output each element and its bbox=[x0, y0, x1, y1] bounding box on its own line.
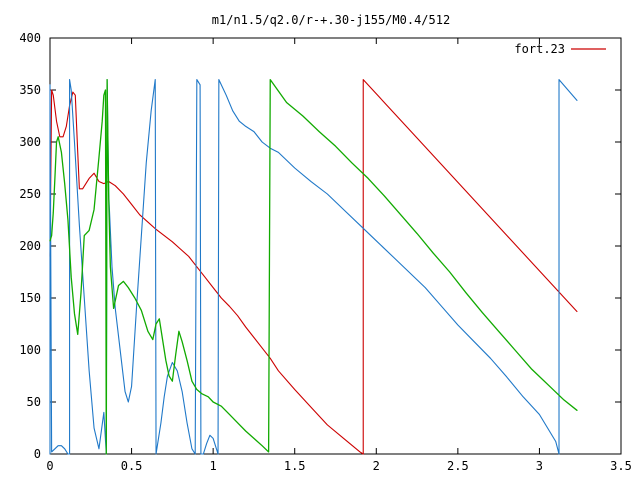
series-line-segment bbox=[49, 89, 364, 455]
series-layer bbox=[49, 78, 578, 455]
x-tick-label: 0.5 bbox=[121, 459, 143, 473]
y-tick-label: 150 bbox=[19, 291, 41, 305]
series-line-segment bbox=[362, 79, 578, 455]
y-tick-label: 250 bbox=[19, 187, 41, 201]
x-tick-label: 1.5 bbox=[284, 459, 306, 473]
y-tick-label: 350 bbox=[19, 83, 41, 97]
y-tick-label: 100 bbox=[19, 343, 41, 357]
y-tick-label: 300 bbox=[19, 135, 41, 149]
legend: fort.23 bbox=[514, 42, 606, 56]
ticks: 0 0.5 1 1.5 2 2.5 3 3.5 0 50 100 150 200 250 300 350 400 bbox=[19, 31, 632, 473]
y-tick-label: 400 bbox=[19, 31, 41, 45]
x-tick-label: 3 bbox=[536, 459, 543, 473]
legend-label: fort.23 bbox=[514, 42, 565, 56]
series-line-segment bbox=[49, 79, 578, 455]
y-tick-label: 200 bbox=[19, 239, 41, 253]
series-2 bbox=[49, 78, 578, 455]
x-tick-label: 3.5 bbox=[610, 459, 632, 473]
series-1 bbox=[49, 79, 578, 455]
x-tick-label: 0 bbox=[46, 459, 53, 473]
chart-title: m1/n1.5/q2.0/r-+.30-j155/M0.4/512 bbox=[212, 13, 450, 27]
series-fort-23 bbox=[49, 79, 578, 455]
series-line-segment bbox=[49, 78, 578, 455]
x-tick-label: 2.5 bbox=[447, 459, 469, 473]
x-tick-label: 2 bbox=[373, 459, 380, 473]
x-tick-label: 1 bbox=[210, 459, 217, 473]
y-tick-label: 0 bbox=[34, 447, 41, 461]
y-tick-label: 50 bbox=[27, 395, 41, 409]
